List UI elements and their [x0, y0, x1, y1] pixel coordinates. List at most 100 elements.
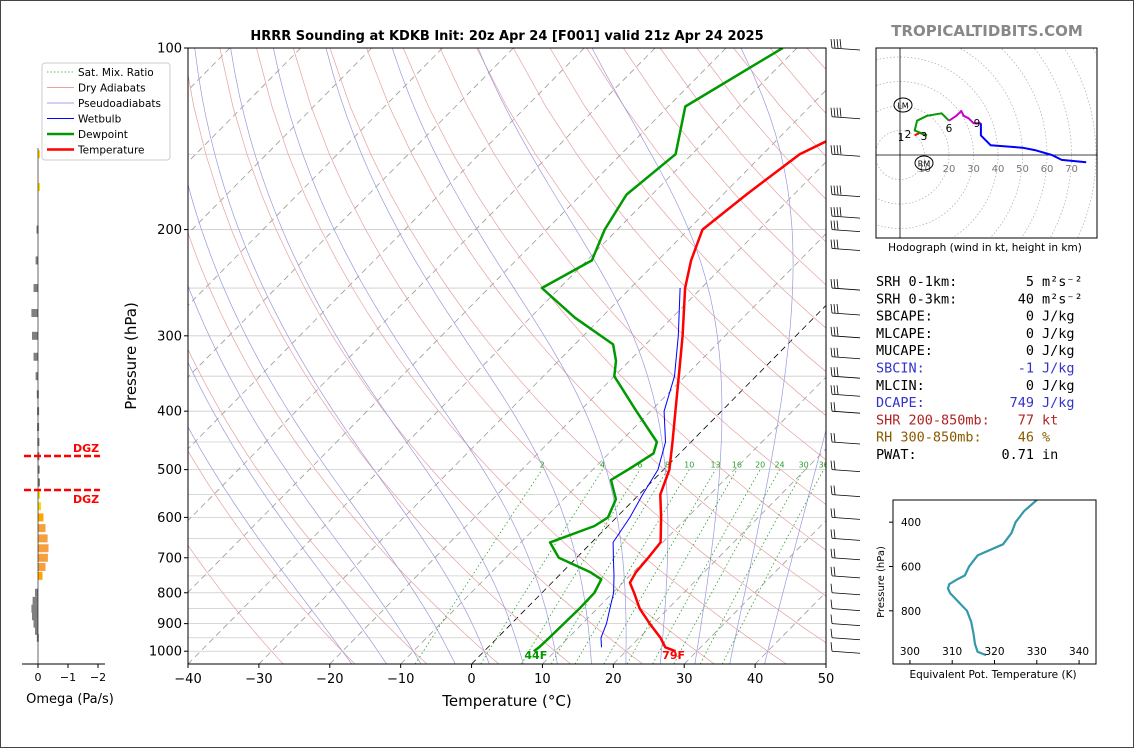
wind-barb-flag [833, 432, 836, 443]
wind-barb [831, 375, 861, 379]
index-label: PWAT: [876, 447, 917, 463]
omega-bar [32, 331, 38, 340]
omega-bar [38, 571, 43, 580]
wind-barb-flag [833, 566, 836, 576]
index-unit: J/kg [1042, 309, 1075, 325]
legend-label: Dry Adiabats [78, 83, 146, 95]
isotherm [754, 591, 826, 664]
height-label: 9 [974, 118, 981, 130]
mixing-ratio-line [626, 469, 738, 664]
isotherm [188, 48, 656, 522]
omega-tick-label: −1 [60, 671, 76, 684]
y-tick-label: 100 [157, 42, 182, 57]
wind-barb [831, 194, 861, 198]
wind-barb [831, 469, 861, 473]
wind-barb-flag [830, 145, 833, 155]
x-axis-label: Temperature (°C) [441, 692, 571, 710]
index-label: SRH 0-1km: [876, 274, 957, 290]
mixing-ratio-label: 36 [819, 461, 829, 470]
theta-e-x-tick-label: 300 [900, 646, 920, 658]
isotherm [613, 448, 826, 664]
wind-barb-flag [833, 38, 836, 49]
omega-bar [32, 612, 38, 621]
x-tick-label: 20 [605, 672, 622, 687]
wind-barb-flag [830, 529, 833, 539]
wind-barb [831, 356, 861, 360]
dry-adiabat [806, 48, 826, 71]
omega-bar [38, 513, 44, 522]
wind-barb-flag [836, 207, 839, 217]
dry-adiabat [512, 48, 826, 417]
wind-barb-flag [830, 432, 833, 443]
omega-bar [38, 490, 40, 499]
y-tick-label: 700 [157, 551, 182, 566]
omega-bar [38, 553, 48, 562]
isotherm [683, 520, 826, 664]
wind-barb-flag [836, 220, 839, 230]
mixing-ratio-line [574, 469, 690, 664]
dgz-label: DGZ [73, 493, 99, 506]
index-unit: m²s⁻² [1042, 291, 1083, 307]
omega-bar [38, 562, 46, 571]
index-value: 46 [1018, 430, 1034, 446]
omega-bar [31, 309, 38, 318]
mixing-ratio-label: 13 [710, 461, 720, 470]
wind-barb-flag [833, 485, 836, 495]
wind-barb [831, 116, 861, 120]
mixing-ratio-line [550, 469, 668, 664]
omega-bar [38, 544, 49, 553]
wind-barb-flag [830, 239, 833, 249]
wind-barb [831, 516, 861, 520]
wind-barb-flag [830, 548, 833, 558]
isotherm [188, 48, 443, 307]
wind-barb [831, 153, 861, 157]
dry-adiabat [366, 48, 826, 597]
omega-bar [36, 225, 39, 234]
wind-barb-flag [830, 326, 833, 336]
wind-barb-flag [836, 107, 839, 117]
x-tick-label: −40 [174, 672, 201, 687]
pseudoadiabat [391, 48, 627, 664]
dry-adiabat [292, 48, 787, 664]
omega-bar [38, 183, 40, 192]
theta-e-y-tick-label: 600 [901, 561, 921, 573]
index-unit: J/kg [1042, 326, 1075, 342]
index-label: SBCAPE: [876, 309, 933, 325]
skewt-axes-frame [187, 47, 827, 665]
x-tick-label: 0 [467, 672, 475, 687]
ring-label: 20 [943, 164, 956, 175]
wind-barb-flag [833, 548, 836, 558]
index-value: 749 [1010, 395, 1034, 411]
mixing-ratio-label: 24 [774, 461, 784, 470]
wind-barb-flag [833, 239, 836, 249]
wind-barb-flag [830, 185, 833, 195]
legend-label: Dewpoint [78, 129, 128, 141]
wind-barb-flag [830, 207, 833, 217]
rm-marker [914, 155, 934, 171]
ring-label: 60 [1041, 164, 1054, 175]
mixing-ratio-label: 20 [755, 461, 765, 470]
lm-label: LM [897, 102, 908, 111]
omega-bar [38, 150, 40, 159]
wind-barb-flag [833, 303, 836, 314]
mixing-ratio-line [414, 469, 543, 664]
wind-barb [831, 637, 861, 641]
wind-barb-flag [833, 107, 836, 117]
wind-barb [831, 393, 861, 397]
pseudoadiabat [729, 48, 794, 664]
theta-e-frame [892, 499, 1097, 665]
omega-tick-label: 0 [35, 671, 42, 684]
y-tick-label: 400 [157, 405, 182, 420]
dry-adiabat [188, 348, 428, 664]
index-value: 0 [1026, 326, 1034, 342]
wind-barb-flag [836, 385, 839, 395]
theta-e-x-tick-label: 340 [1069, 646, 1089, 658]
y-tick-label: 600 [157, 511, 182, 526]
dry-adiabat [476, 48, 826, 461]
wind-barb-flag [836, 303, 839, 314]
wind-barb [831, 494, 861, 497]
height-label: 2 [905, 129, 912, 141]
index-value: 40 [1018, 291, 1034, 307]
index-unit: J/kg [1042, 343, 1075, 359]
